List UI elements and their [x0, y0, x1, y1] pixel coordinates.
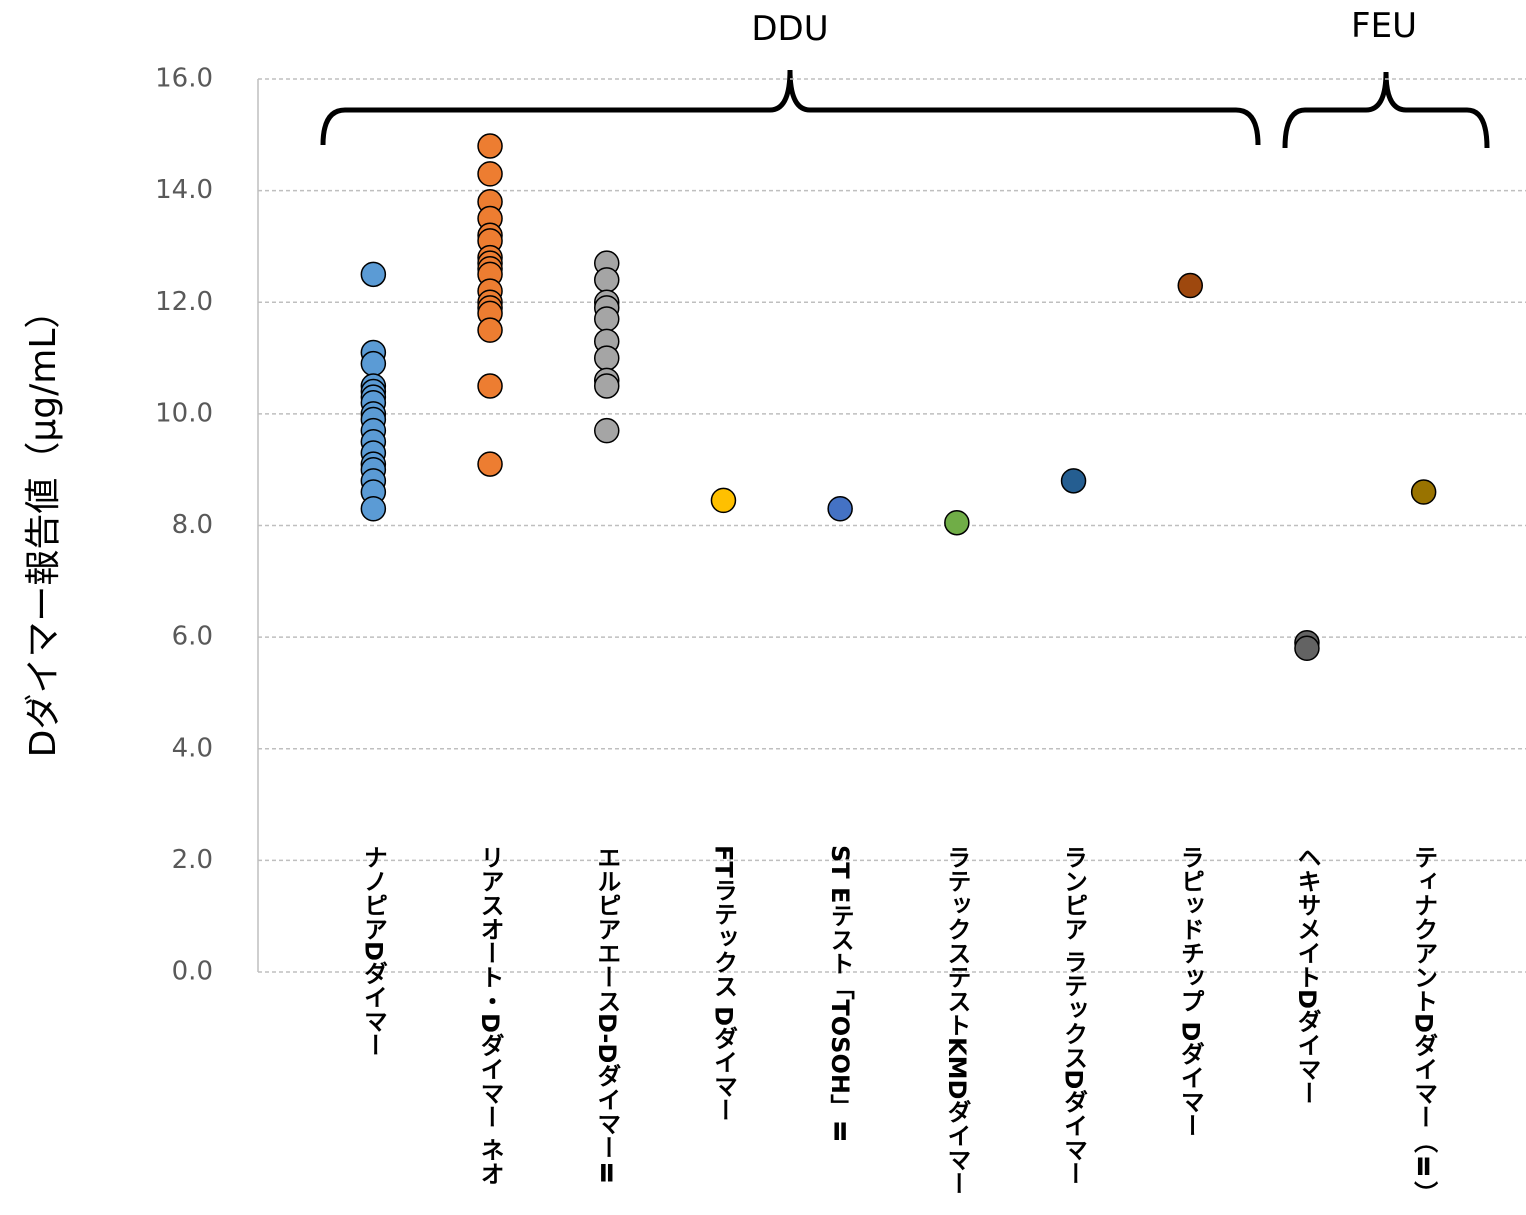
- bracket: [1282, 71, 1490, 149]
- point: [360, 496, 387, 522]
- point: [944, 509, 970, 536]
- x-tick-label: リアスオート・Dダイマー ネオ: [476, 845, 504, 1185]
- x-tick-label: ランピア ラテックスDダイマー: [1060, 845, 1088, 1185]
- y-tick-label: 14.0: [155, 175, 213, 205]
- point: [594, 373, 620, 399]
- y-axis-title: Dダイマー報告値（μg/mL）: [23, 293, 64, 758]
- annotation: FEU: [1351, 6, 1417, 46]
- point: [594, 306, 620, 332]
- point: [1410, 479, 1437, 505]
- point: [360, 350, 387, 377]
- x-tick-label: ラテックステストKMDダイマー: [943, 845, 971, 1195]
- y-tick-label: 2.0: [172, 845, 213, 875]
- x-tick-label: ST Eテスト「TOSOH」Ⅱ: [826, 845, 854, 1146]
- y-tick-label: 6.0: [172, 622, 213, 652]
- point: [477, 317, 503, 343]
- y-tick-label: 10.0: [155, 398, 213, 428]
- x-tick-label: ナノピアDダイマー: [359, 845, 387, 1057]
- y-tick-label: 16.0: [155, 64, 213, 94]
- y-tick-label: 4.0: [172, 733, 213, 763]
- point: [710, 487, 737, 514]
- x-tick-label: ティナクアントDダイマー（Ⅱ）: [1410, 845, 1438, 1205]
- point: [594, 417, 620, 444]
- y-tick-label: 8.0: [172, 510, 213, 540]
- point: [827, 496, 853, 522]
- x-tick-label: FTラテックス Dダイマー: [709, 845, 737, 1122]
- point: [594, 267, 620, 293]
- point: [360, 261, 387, 288]
- point: [1177, 272, 1203, 299]
- bracket: [320, 69, 1261, 146]
- y-tick-label: 12.0: [155, 287, 213, 317]
- point: [477, 133, 503, 159]
- point: [1294, 635, 1320, 662]
- x-tick-label: ラピッドチップ Dダイマー: [1176, 845, 1204, 1137]
- point: [477, 161, 503, 187]
- x-tick-label: ヘキサメイトDダイマー: [1293, 845, 1321, 1105]
- y-tick-label: 0.0: [172, 957, 213, 987]
- x-tick-label: エルピアエースD-DダイマーⅡ: [593, 845, 621, 1187]
- annotation: DDU: [751, 9, 828, 49]
- point: [594, 345, 620, 371]
- point: [477, 373, 503, 399]
- point: [477, 451, 503, 477]
- point: [1060, 468, 1087, 494]
